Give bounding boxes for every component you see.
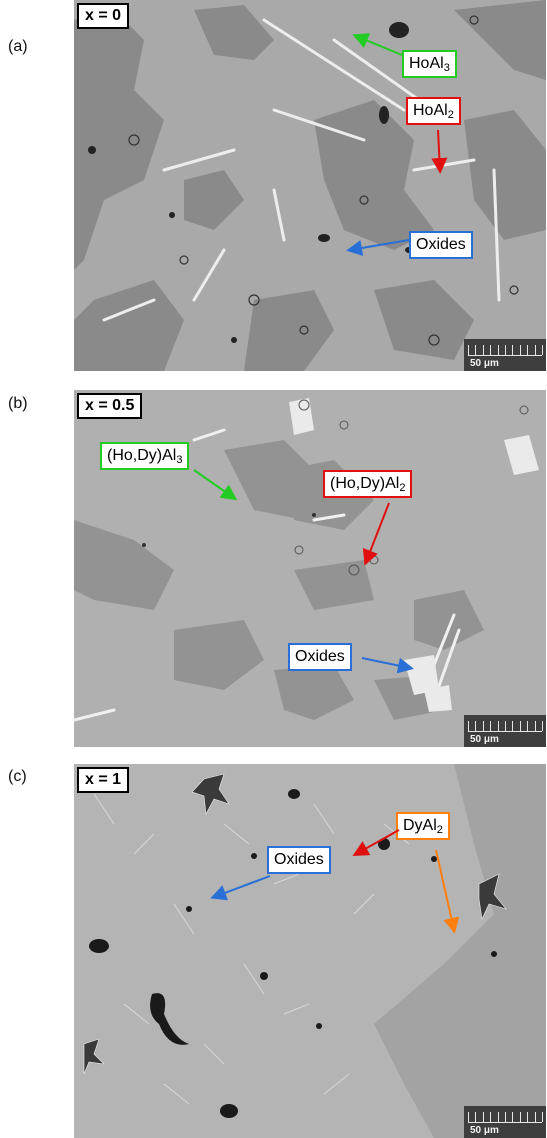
panel-a-callout-hoal2: HoAl2 [406, 97, 461, 125]
scale-bar-ticks [468, 345, 543, 356]
scale-bar-label: 50 μm [470, 358, 499, 369]
callout-text: DyAl [403, 817, 437, 834]
panel-a-x-label: x = 0 [77, 3, 130, 29]
panel-c-x-label: x = 1 [77, 767, 130, 793]
panel-c-scale-bar: 50 μm [464, 1106, 546, 1138]
panel-b-callout-hodyal3: (Ho,Dy)Al3 [100, 442, 190, 470]
micrograph-c-texture [74, 764, 546, 1138]
panel-a-callout-hoal3: HoAl3 [402, 50, 457, 78]
panel-b-callout-oxides: Oxides [288, 643, 352, 671]
panel-a-letter: (a) [8, 38, 28, 55]
scale-bar-label: 50 μm [470, 1125, 499, 1136]
micrograph-c: x = 1 DyAl2 Oxides 50 μm [74, 764, 546, 1138]
callout-subscript: 2 [399, 482, 406, 494]
callout-subscript: 3 [176, 454, 183, 466]
panel-b-scale-bar: 50 μm [464, 715, 546, 747]
panel-c-callout-oxides: Oxides [267, 846, 331, 874]
callout-text: Oxides [416, 236, 466, 253]
callout-text: HoAl [413, 102, 448, 119]
micrograph-a-texture [74, 0, 546, 371]
scale-bar-label: 50 μm [470, 734, 499, 745]
scale-bar-ticks [468, 721, 543, 732]
panel-c-letter: (c) [8, 768, 27, 785]
callout-text: Oxides [274, 851, 324, 868]
callout-text: (Ho,Dy)Al [330, 475, 400, 492]
micrograph-b: x = 0.5 (Ho,Dy)Al3 (Ho,Dy)Al2 Oxides 50 … [74, 390, 546, 747]
panel-a-callout-oxides: Oxides [409, 231, 473, 259]
panel-b-callout-hodyal2: (Ho,Dy)Al2 [323, 470, 413, 498]
callout-subscript: 2 [436, 824, 443, 836]
panel-b-x-label: x = 0.5 [77, 393, 143, 419]
scale-bar-ticks [468, 1112, 543, 1123]
callout-subscript: 3 [443, 62, 450, 74]
panel-a-scale-bar: 50 μm [464, 339, 546, 371]
panel-c-callout-dyal2: DyAl2 [396, 812, 450, 840]
callout-text: Oxides [295, 648, 345, 665]
callout-subscript: 2 [447, 109, 454, 121]
micrograph-a: x = 0 HoAl3 HoAl2 Oxides 50 μm [74, 0, 546, 371]
panel-b-letter: (b) [8, 395, 28, 412]
callout-text: (Ho,Dy)Al [107, 447, 177, 464]
callout-text: HoAl [409, 55, 444, 72]
